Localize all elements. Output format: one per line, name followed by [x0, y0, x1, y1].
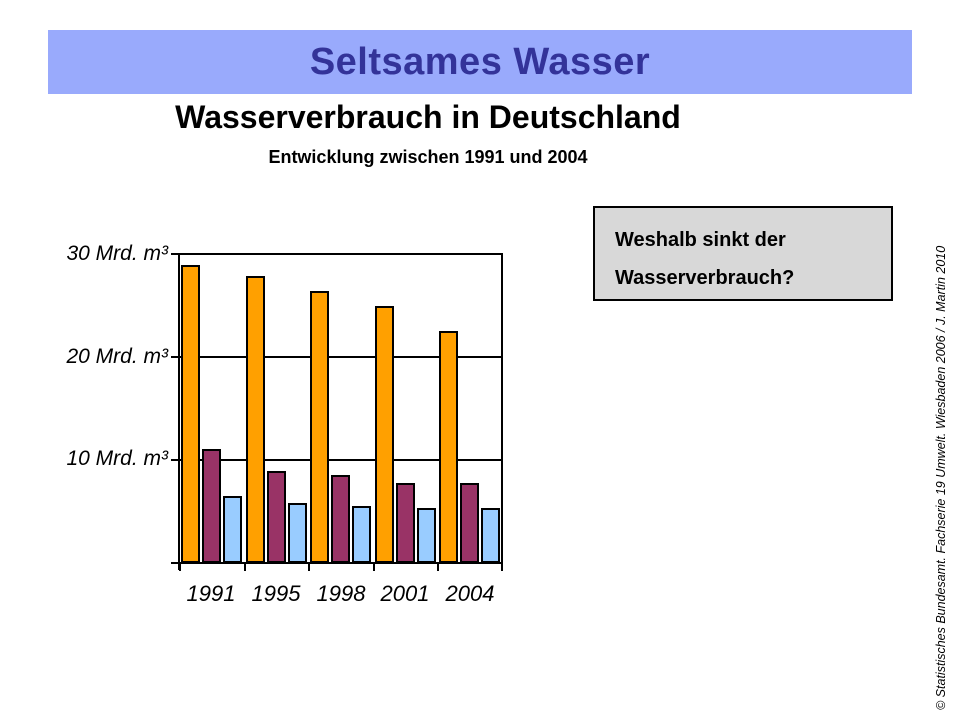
x-axis-label-1998: 1998 [316, 581, 366, 606]
question-line-1: Weshalb sinkt der [615, 229, 786, 251]
y-tick-30 [171, 253, 179, 255]
title-banner: Seltsames Wasser [48, 30, 912, 94]
bar-lightblue-2004 [481, 508, 500, 563]
question-line-2: Wasserverbrauch? [615, 267, 795, 289]
bar-lightblue-1991 [223, 496, 242, 563]
bar-orange-1998 [310, 291, 329, 563]
gridline-20 [179, 356, 501, 358]
y-axis-label-30: 30 Mrd. m³ [66, 242, 168, 265]
x-tick-1 [244, 563, 246, 571]
bar-lightblue-2001 [417, 508, 436, 563]
copyright-note: © Statistisches Bundesamt. Fachserie 19 … [934, 245, 948, 710]
bar-lightblue-1998 [352, 506, 371, 563]
bar-orange-1991 [181, 265, 200, 563]
x-axis-label-2004: 2004 [445, 581, 495, 606]
chart-heading: Wasserverbrauch in Deutschland [175, 99, 681, 135]
gridline-10 [179, 459, 501, 461]
plot-right-border [501, 253, 503, 563]
x-tick-5 [501, 563, 503, 571]
bar-purple-1995 [267, 471, 286, 563]
bar-purple-1998 [331, 475, 350, 563]
bar-orange-2004 [439, 331, 458, 563]
x-tick-0 [179, 563, 181, 571]
y-tick-20 [171, 356, 179, 358]
x-tick-3 [373, 563, 375, 571]
slide-title: Seltsames Wasser [309, 40, 651, 83]
bar-purple-2001 [396, 483, 415, 563]
x-axis-label-1995: 1995 [251, 581, 301, 606]
bar-purple-2004 [460, 483, 479, 563]
x-axis-line [171, 562, 502, 564]
x-axis-label-2001: 2001 [380, 581, 430, 606]
x-tick-4 [437, 563, 439, 571]
y-tick-10 [171, 459, 179, 461]
bar-lightblue-1995 [288, 503, 307, 563]
bar-purple-1991 [202, 449, 221, 563]
bar-orange-2001 [375, 306, 394, 563]
bar-orange-1995 [246, 276, 265, 563]
plot-top-border [171, 253, 502, 255]
y-axis-label-20: 20 Mrd. m³ [66, 345, 168, 368]
chart-subheading: Entwicklung zwischen 1991 und 2004 [268, 147, 588, 167]
x-axis-label-1991: 1991 [186, 581, 236, 606]
y-axis-line [178, 253, 180, 570]
y-axis-label-10: 10 Mrd. m³ [66, 447, 168, 470]
question-box: Weshalb sinkt der Wasserverbrauch? [593, 206, 893, 301]
x-tick-2 [308, 563, 310, 571]
